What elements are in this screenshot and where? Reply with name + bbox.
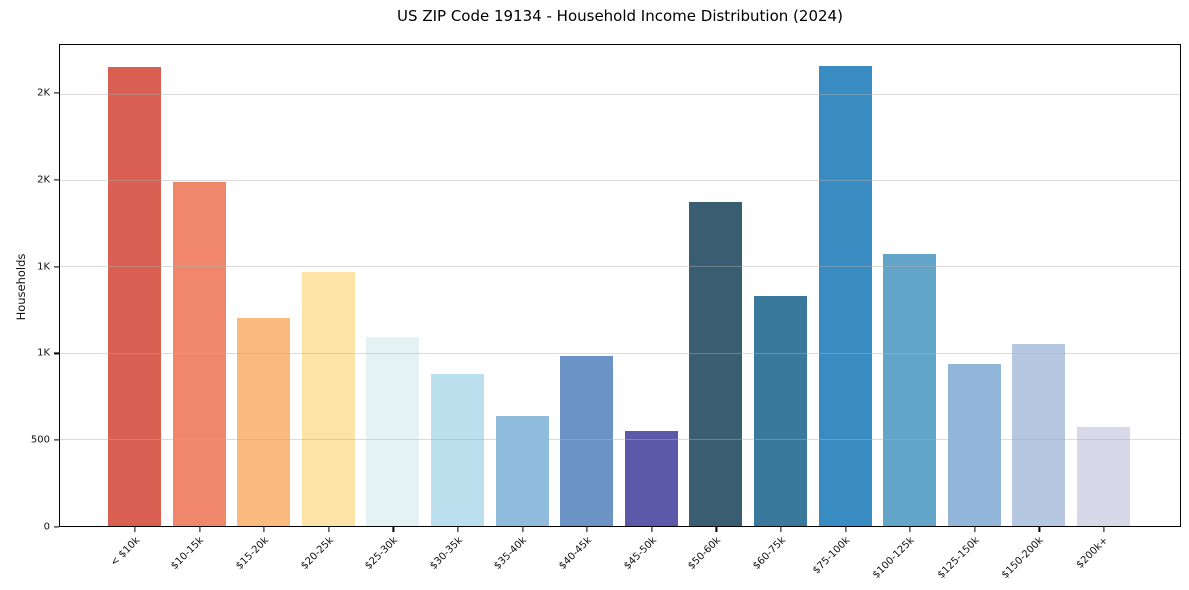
bar-$15-20k <box>237 317 291 526</box>
x-tick-mark <box>909 527 911 532</box>
x-tick-label: $50-60k <box>686 535 724 572</box>
x-tick-label: $100-125k <box>871 535 917 581</box>
x-tick-label: $10-15k <box>169 535 207 572</box>
y-tick-mark <box>54 526 59 528</box>
bar-$40-45k <box>560 355 614 526</box>
x-tick-mark <box>715 527 717 532</box>
bar-$75-100k <box>818 66 872 526</box>
y-tick-mark <box>54 92 59 94</box>
plot-area <box>59 44 1181 527</box>
x-tick-label: $35-40k <box>492 535 530 572</box>
bar-$100-125k <box>883 253 937 526</box>
x-tick-mark <box>522 527 524 532</box>
y-tick-label: 500 <box>30 434 50 446</box>
x-tick-label: $45-50k <box>621 535 659 572</box>
x-tick-mark <box>392 527 394 532</box>
x-tick-mark <box>263 527 265 532</box>
x-tick-mark <box>328 527 330 532</box>
y-tick-label: 1K <box>37 347 50 359</box>
x-tick-mark <box>1103 527 1105 532</box>
x-tick-mark <box>651 527 653 532</box>
x-tick-label: $75-100k <box>810 535 853 577</box>
bar-$125-150k <box>947 363 1001 526</box>
bar-$35-40k <box>495 415 549 526</box>
y-tick-label: 0 <box>43 521 50 533</box>
x-tick-mark <box>780 527 782 532</box>
x-tick-label: $40-45k <box>557 535 594 572</box>
x-tick-mark <box>974 527 976 532</box>
bar-$200k+ <box>1077 427 1130 526</box>
x-tick-label: $150-200k <box>1000 535 1047 581</box>
y-tick-mark <box>54 439 59 441</box>
bar-$25-30k <box>366 336 420 526</box>
bar-$20-25k <box>301 271 355 526</box>
y-tick-mark <box>54 266 59 268</box>
bar-$30-35k <box>431 374 484 526</box>
x-tick-mark <box>199 527 201 532</box>
gridline-500 <box>60 438 1180 440</box>
y-tick-label: 2K <box>37 174 50 186</box>
gridline-2000 <box>60 180 1180 181</box>
y-tick-label: 2K <box>37 87 50 99</box>
x-tick-mark <box>457 527 459 532</box>
x-tick-label: $25-30k <box>363 535 401 572</box>
x-tick-mark <box>586 527 588 532</box>
x-tick-mark <box>845 527 847 532</box>
x-tick-label: $200k+ <box>1074 535 1111 571</box>
x-tick-label: $125-150k <box>935 535 982 581</box>
x-tick-label: $20-25k <box>298 535 336 572</box>
bar-$50-60k <box>689 201 743 526</box>
bar-$60-75k <box>754 296 807 526</box>
y-tick-mark <box>54 352 59 354</box>
x-tick-label: $15-20k <box>234 535 271 572</box>
x-tick-mark <box>134 527 136 532</box>
x-tick-label: $30-35k <box>427 535 465 572</box>
gridline-2500 <box>60 93 1180 95</box>
x-tick-label: $60-75k <box>750 535 788 572</box>
y-tick-label: 1K <box>37 261 50 273</box>
x-tick-label: < $10k <box>108 535 142 569</box>
gridline-1000 <box>60 352 1180 354</box>
bar-< $10k <box>108 67 161 526</box>
x-tick-mark <box>1038 527 1040 532</box>
y-tick-mark <box>54 179 59 181</box>
gridline-1500 <box>60 266 1180 268</box>
bar-$45-50k <box>624 431 678 526</box>
bar-$150-200k <box>1012 343 1066 526</box>
bar-$10-15k <box>172 181 226 526</box>
chart-title: US ZIP Code 19134 - Household Income Dis… <box>397 7 843 25</box>
